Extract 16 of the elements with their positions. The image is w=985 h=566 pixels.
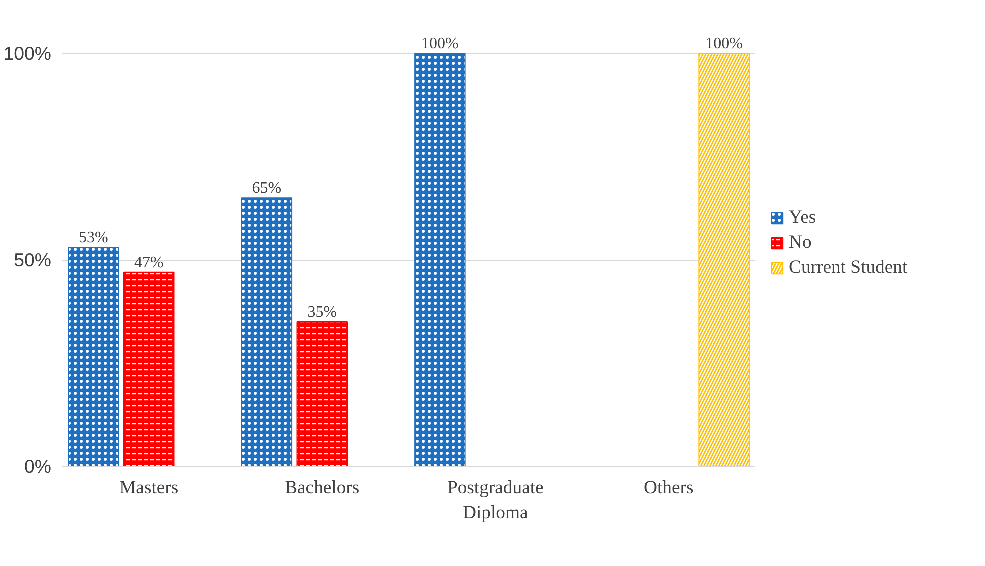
x-tick-label: Postgraduate Diploma	[447, 478, 544, 524]
legend-label: No	[789, 232, 812, 254]
y-tick-label: 0%	[24, 456, 52, 477]
legend-label: Yes	[789, 207, 816, 229]
data-label: 47%	[134, 254, 164, 272]
data-label: 53%	[79, 230, 108, 247]
data-label: 65%	[252, 180, 282, 198]
x-tick-label: Bachelors	[285, 478, 360, 498]
y-tick-label: 100%	[4, 43, 52, 64]
y-tick-label: 50%	[14, 250, 52, 271]
data-label: 100%	[706, 36, 743, 53]
data-label: 35%	[308, 304, 338, 321]
x-tick-label: Others	[644, 478, 694, 498]
data-label: 100%	[422, 36, 459, 53]
legend-label: Current Student	[789, 257, 908, 279]
x-tick-label: Masters	[120, 478, 179, 498]
